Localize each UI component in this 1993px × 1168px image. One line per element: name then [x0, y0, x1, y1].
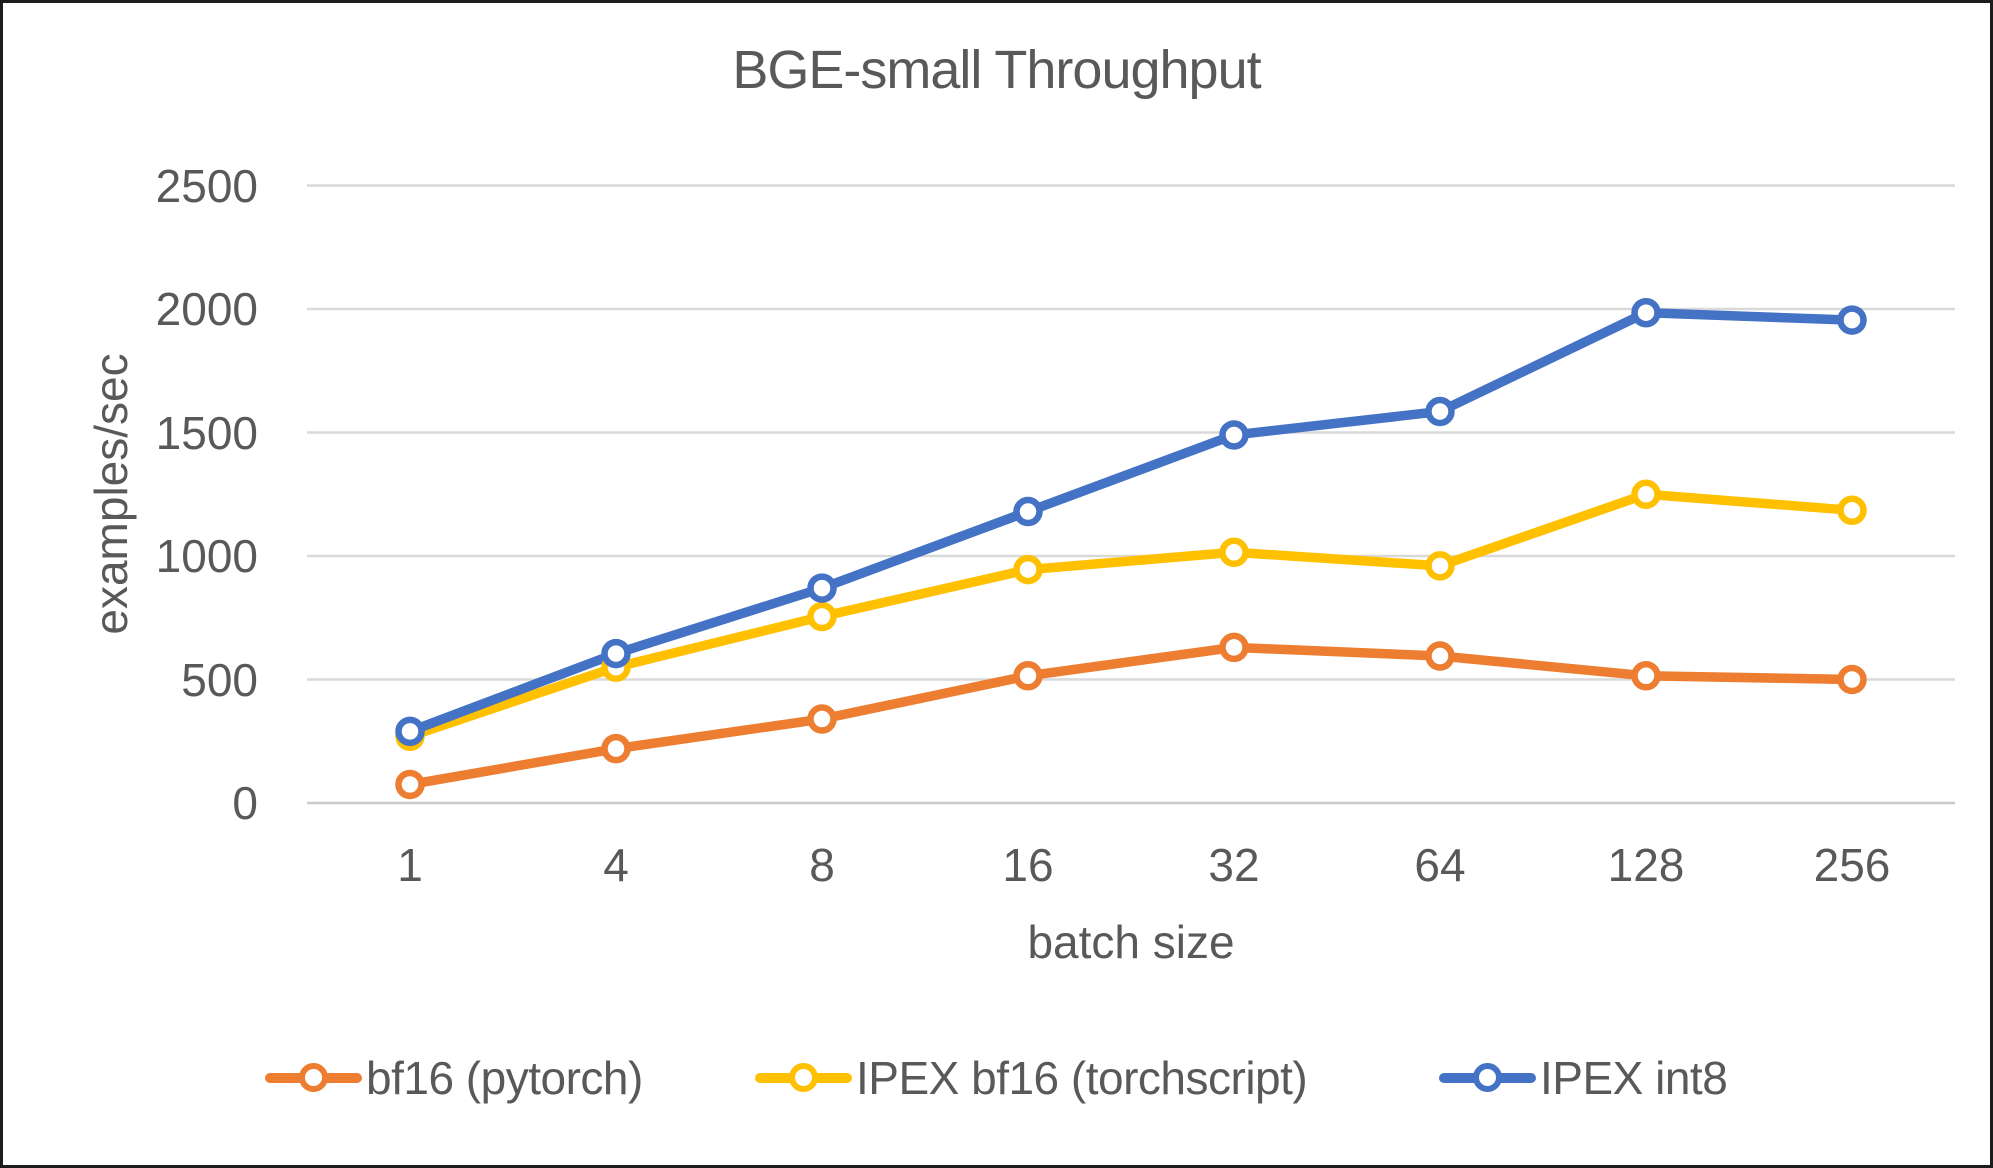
series-marker-bf16-pytorch- — [1837, 664, 1867, 695]
legend-line-circle-icon — [1439, 1045, 1536, 1111]
series-marker-ipex-bf16-torchscript- — [807, 601, 837, 632]
chart-title: BGE-small Throughput — [732, 40, 1261, 100]
series-marker-ipex-bf16-torchscript- — [1631, 479, 1661, 509]
x-tick-label: 4 — [603, 839, 629, 891]
x-tick-label: 64 — [1414, 839, 1466, 891]
series-line-ipex-int8 — [405, 307, 1857, 737]
legend-label: IPEX bf16 (torchscript) — [856, 1052, 1308, 1104]
series-marker-ipex-bf16-torchscript- — [1013, 554, 1043, 585]
series-marker-ipex-bf16-torchscript- — [1219, 537, 1249, 568]
legend: bf16 (pytorch) IPEX bf16 (torchscript) IPE… — [3, 1045, 1990, 1111]
x-tick-label: 1 — [397, 839, 423, 891]
legend-circle — [788, 1063, 818, 1092]
series-marker-ipex-int8 — [1219, 420, 1249, 450]
legend-line-circle-icon — [755, 1045, 852, 1111]
series-marker-bf16-pytorch- — [601, 733, 631, 764]
x-axis-title: batch size — [1027, 916, 1235, 968]
series-marker-bf16-pytorch- — [1631, 661, 1661, 691]
legend-circle — [1472, 1063, 1502, 1092]
y-tick-label: 2500 — [155, 159, 258, 212]
y-tick-label: 1000 — [155, 530, 258, 582]
series-line-bf16-pytorch- — [405, 642, 1857, 790]
series-line-ipex-bf16-torchscript- — [405, 489, 1857, 742]
x-tick-label: 8 — [809, 839, 835, 891]
y-tick-label: 500 — [181, 653, 258, 706]
legend-entry: bf16 (pytorch) — [265, 1045, 643, 1111]
x-tick-label: 256 — [1813, 839, 1891, 891]
x-tick-label: 32 — [1208, 839, 1260, 891]
y-tick-label: 0 — [232, 777, 258, 829]
series-marker-bf16-pytorch- — [1219, 632, 1249, 663]
series-marker-ipex-int8 — [395, 716, 425, 747]
legend-label: bf16 (pytorch) — [366, 1052, 643, 1104]
series-marker-ipex-bf16-torchscript- — [1837, 495, 1867, 526]
legend-entry: IPEX bf16 (torchscript) — [755, 1045, 1308, 1111]
series-marker-ipex-int8 — [601, 638, 631, 669]
legend-entry: IPEX int8 — [1439, 1045, 1728, 1111]
series-marker-bf16-pytorch- — [1013, 661, 1043, 691]
series-marker-ipex-bf16-torchscript- — [1425, 551, 1455, 581]
series-marker-ipex-int8 — [1425, 396, 1455, 427]
series-marker-ipex-int8 — [1013, 496, 1043, 527]
y-tick-label: 2000 — [155, 283, 258, 335]
legend-label: IPEX int8 — [1540, 1052, 1728, 1104]
series-marker-bf16-pytorch- — [1425, 641, 1455, 671]
y-axis-title: examples/sec — [85, 353, 137, 635]
chart-canvas — [307, 184, 1955, 805]
series-marker-ipex-int8 — [1837, 305, 1867, 335]
y-tick-label: 1500 — [155, 406, 258, 459]
x-tick-label: 128 — [1607, 839, 1685, 891]
series-marker-ipex-int8 — [807, 573, 837, 603]
series-marker-bf16-pytorch- — [395, 769, 425, 800]
legend-circle — [298, 1063, 328, 1092]
series-marker-ipex-int8 — [1631, 297, 1661, 328]
series-marker-bf16-pytorch- — [807, 704, 837, 734]
x-tick-label: 16 — [1002, 839, 1054, 891]
legend-line-circle-icon — [265, 1045, 362, 1111]
